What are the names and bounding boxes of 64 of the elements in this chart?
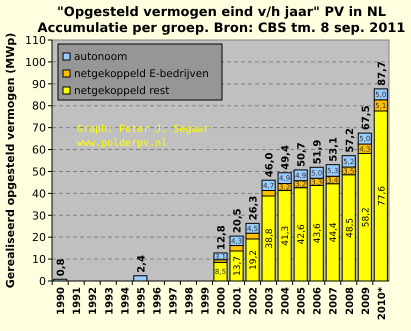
total-label: 0,8 xyxy=(56,258,68,276)
total-label: 87,7 xyxy=(376,61,388,86)
total-label: 20,5 xyxy=(232,208,244,234)
x-tick-label: 2008 xyxy=(344,286,356,315)
x-tick-label: 2007 xyxy=(328,286,340,315)
x-tick-label: 1992 xyxy=(88,286,100,315)
data-label: 77,6 xyxy=(377,186,388,206)
data-label: 44,4 xyxy=(329,222,340,242)
y-tick-label: 10 xyxy=(32,253,46,266)
total-label: 67,5 xyxy=(360,105,372,130)
y-tick-label: 30 xyxy=(32,209,46,222)
data-label: 41,3 xyxy=(281,226,292,246)
y-tick-label: 70 xyxy=(32,122,46,135)
y-tick-label: 110 xyxy=(25,34,46,47)
x-tick-label: 1990 xyxy=(56,286,68,315)
x-tick-label: 2009 xyxy=(360,286,372,315)
x-tick-label: 1998 xyxy=(184,286,196,315)
y-tick-label: 80 xyxy=(32,100,46,113)
x-tick-label: 1994 xyxy=(120,286,132,315)
data-label: 43,6 xyxy=(313,222,324,244)
y-tick-label: 40 xyxy=(32,187,46,200)
legend-label: autonoom xyxy=(74,51,128,63)
total-label: 12,8 xyxy=(216,225,228,250)
data-label: 48,5 xyxy=(345,218,356,238)
x-tick-label: 2006 xyxy=(312,286,324,315)
legend-label: netgekoppeld E-bedrijven xyxy=(74,68,209,80)
x-tick-label: 2002 xyxy=(248,286,260,315)
x-tick-label: 2005 xyxy=(296,286,308,315)
data-label: 38,8 xyxy=(265,228,276,249)
y-tick-label: 20 xyxy=(32,231,46,244)
annotation: www.polderpv.nl xyxy=(77,138,168,149)
x-tick-label: 1993 xyxy=(104,286,116,315)
y-tick-label: 0 xyxy=(39,275,46,288)
total-label: 2,4 xyxy=(136,254,148,273)
x-tick-label: 2000 xyxy=(216,286,228,315)
legend-label: netgekoppeld rest xyxy=(74,85,170,97)
y-tick-label: 60 xyxy=(32,144,46,157)
data-label: 19,2 xyxy=(249,250,260,270)
x-tick-label: 1997 xyxy=(168,286,180,315)
x-tick-label: 1999 xyxy=(200,286,212,315)
data-label: 13,7 xyxy=(233,256,244,276)
total-label: 46,0 xyxy=(264,152,276,178)
x-tick-label: 2010* xyxy=(376,286,388,320)
x-tick-label: 1995 xyxy=(136,286,148,315)
x-tick-label: 2004 xyxy=(280,286,292,315)
x-tick-label: 2001 xyxy=(232,286,244,315)
chart-subtitle: Accumulatie per groep. Bron: CBS tm. 8 sep. 2011 xyxy=(38,21,406,36)
total-label: 51,9 xyxy=(312,140,324,164)
x-tick-label: 1996 xyxy=(152,286,164,315)
y-tick-label: 50 xyxy=(32,165,46,178)
total-label: 26,3 xyxy=(248,196,260,220)
data-label: 42,6 xyxy=(297,224,308,244)
total-label: 50,7 xyxy=(296,142,308,167)
chart-title: "Opgesteld vermogen eind v/h jaar" PV in NL xyxy=(57,5,386,20)
total-label: 53,1 xyxy=(328,136,340,162)
annotation: Graph: Peter J. Segaar xyxy=(77,124,210,135)
y-tick-label: 90 xyxy=(32,78,46,91)
total-label: 49,4 xyxy=(280,145,292,170)
data-label: 58,2 xyxy=(361,207,372,228)
y-tick-label: 100 xyxy=(25,56,46,69)
x-tick-label: 1991 xyxy=(72,286,84,315)
x-tick-label: 2003 xyxy=(264,286,276,315)
y-axis-title: Gerealiseerd opgesteld vermogen (MWp) xyxy=(4,32,17,288)
total-label: 57,2 xyxy=(344,128,356,153)
